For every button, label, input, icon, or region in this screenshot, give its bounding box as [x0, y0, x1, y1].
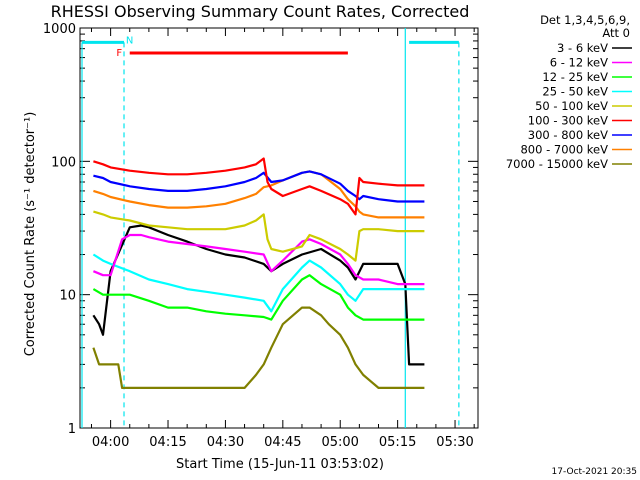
timestamp: 17-Oct-2021 20:35 [552, 467, 637, 477]
legend-label: 300 - 800 keV [528, 128, 608, 142]
flags: FN [81, 28, 460, 428]
x-axis-title: Start Time (15-Jun-11 03:53:02) [176, 457, 384, 472]
axes: 04:00 04:15 04:30 04:45 05:00 05:15 05:30 1 10 10… [43, 22, 479, 450]
legend-label: 7000 - 15000 keV [506, 157, 608, 171]
y-axis-title: Corrected Count Rate (s⁻¹ detector⁻¹) [23, 112, 38, 357]
y-tick-label: 1 [68, 422, 76, 437]
y-tick-label: 100 [51, 155, 76, 170]
legend-label: 25 - 50 keV [542, 85, 608, 99]
y-tick-label: 1000 [43, 22, 76, 37]
x-tick-label: 04:30 [207, 435, 244, 450]
x-tick-label: 05:00 [321, 435, 358, 450]
legend-label: 6 - 12 keV [550, 56, 608, 70]
y-tick-label: 10 [59, 289, 76, 304]
legend-label: 100 - 300 keV [528, 114, 608, 128]
legend-label: 3 - 6 keV [557, 41, 608, 55]
x-tick-label: 05:30 [436, 435, 473, 450]
plot-frame [79, 27, 479, 429]
series-line-800-7000-kev [93, 170, 425, 219]
flare-flag-label: F [116, 48, 122, 59]
legend-label: 800 - 7000 keV [520, 143, 608, 157]
legend-header-line-2: Att 0 [602, 26, 630, 40]
legend-header-line-1: Det 1,3,4,5,6,9, [540, 13, 630, 27]
series-line-100-300-kev [93, 157, 425, 216]
x-tick-label: 04:45 [264, 435, 301, 450]
legend-label: 12 - 25 keV [542, 70, 608, 84]
series-line-25-50-kev [92, 253, 425, 313]
x-tick-label: 04:00 [92, 435, 129, 450]
series-line-50-100-kev [93, 210, 425, 262]
series-layer [92, 157, 425, 389]
series-line-12-25-kev [92, 274, 425, 321]
series-line-6-12-kev [92, 233, 425, 286]
chart-title: RHESSI Observing Summary Count Rates, Co… [51, 2, 470, 21]
legend-label: 50 - 100 keV [535, 99, 608, 113]
series-line-300-800-kev [93, 170, 425, 203]
night-flag-label: N [126, 35, 133, 46]
x-tick-label: 04:15 [149, 435, 186, 450]
series-line-7000-15000-kev [92, 306, 425, 389]
x-tick-label: 05:15 [379, 435, 416, 450]
